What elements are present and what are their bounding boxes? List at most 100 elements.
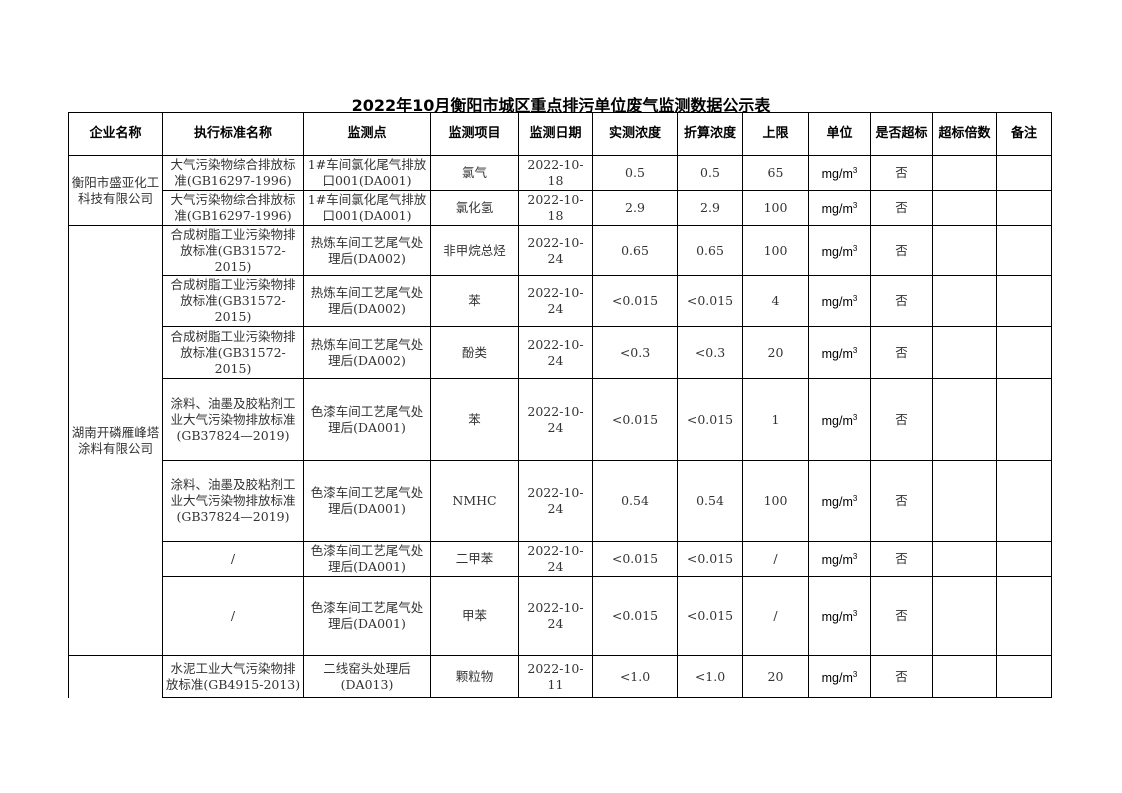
standard-cell-text: / [230, 551, 236, 566]
unit-cell: mg/m3 [808, 541, 871, 577]
monitoring-date-cell-text: 2022-10-24 [527, 543, 584, 574]
table-row: 合成树脂工业污染物排放标准(GB31572-2015) 热炼车间工艺尾气处理后(D… [69, 326, 1052, 379]
monitoring-date-cell: 2022-10-24 [518, 378, 593, 461]
monitoring-point-cell: 热炼车间工艺尾气处理后(DA002) [303, 275, 431, 327]
monitoring-date-cell-text: 2022-10-24 [527, 485, 584, 516]
header-measured: 实测浓度 [592, 112, 678, 156]
header-times: 超标倍数 [932, 112, 997, 156]
unit-base: mg/m [821, 553, 853, 568]
company-name-cell: 湖南开磷雁峰塔涂料有限公司 [68, 225, 163, 656]
measured-concentration-cell-text: <0.015 [611, 608, 659, 623]
monitoring-item-cell: 二甲苯 [430, 541, 519, 577]
note-cell [996, 326, 1052, 379]
converted-concentration-cell: <0.015 [677, 275, 743, 327]
exceed-cell: 否 [870, 460, 933, 542]
monitoring-point-cell-text: 1#车间氯化尾气排放口001(DA001) [307, 192, 427, 223]
header-date: 监测日期 [518, 112, 593, 156]
standard-cell: 涂料、油墨及胶粘剂工业大气污染物排放标准(GB37824—2019) [162, 460, 304, 542]
header-limit: 上限 [742, 112, 809, 156]
exceed-times-cell [932, 576, 997, 656]
standard-cell: 合成树脂工业污染物排放标准(GB31572-2015) [162, 326, 304, 379]
unit-exponent: 3 [852, 494, 858, 504]
exceed-cell-text: 否 [895, 551, 908, 566]
exceed-cell-text: 否 [895, 344, 908, 360]
exceed-cell-text: 否 [895, 242, 908, 258]
standard-cell-text: 涂料、油墨及胶粘剂工业大气污染物排放标准(GB37824—2019) [170, 477, 296, 524]
monitoring-point-cell: 热炼车间工艺尾气处理后(DA002) [303, 225, 431, 276]
monitoring-date-cell-text: 2022-10-18 [527, 192, 584, 223]
exceed-cell: 否 [870, 326, 933, 379]
monitoring-date-cell: 2022-10-24 [518, 326, 593, 379]
monitoring-item-cell-text: 氯化氢 [455, 200, 494, 215]
monitoring-point-cell: 色漆车间工艺尾气处理后(DA001) [303, 576, 431, 656]
unit-cell: mg/m3 [808, 275, 871, 327]
table-row: 涂料、油墨及胶粘剂工业大气污染物排放标准(GB37824—2019) 色漆车间工艺… [69, 378, 1052, 461]
converted-concentration-cell: <0.015 [677, 378, 743, 461]
converted-concentration-cell-text: <0.015 [686, 551, 734, 566]
unit-cell: mg/m3 [808, 155, 871, 191]
measured-concentration-cell: 0.65 [592, 225, 678, 276]
exceed-cell-text: 否 [895, 493, 908, 508]
monitoring-item-cell-text: 苯 [468, 411, 481, 427]
monitoring-item-cell-text: 氯气 [461, 165, 487, 180]
limit-cell: 65 [742, 155, 809, 191]
exceed-cell: 否 [870, 225, 933, 276]
standard-cell-text: 大气污染物综合排放标准(GB16297-1996) [170, 192, 296, 223]
note-cell [996, 541, 1052, 577]
measured-concentration-cell: <0.015 [592, 275, 678, 327]
header-company: 企业名称 [68, 112, 163, 156]
converted-concentration-cell-text: <1.0 [694, 668, 726, 684]
table-row: 湖南开磷雁峰塔涂料有限公司 合成树脂工业污染物排放标准(GB31572-2015)… [68, 225, 1052, 656]
header-item: 监测项目 [430, 112, 519, 156]
monitoring-item-cell-text: 甲苯 [461, 608, 487, 623]
unit-cell: mg/m3 [808, 326, 871, 379]
monitoring-date-cell: 2022-10-18 [518, 190, 593, 226]
monitoring-point-cell-text: 热炼车间工艺尾气处理后(DA002) [310, 285, 424, 316]
converted-concentration-cell: <1.0 [677, 655, 743, 698]
monitoring-date-cell: 2022-10-24 [518, 460, 593, 542]
limit-cell-text: 100 [763, 493, 788, 508]
measured-concentration-cell-text: 0.5 [625, 165, 645, 180]
monitoring-item-cell: 苯 [430, 275, 519, 327]
note-cell [996, 460, 1052, 542]
exceed-times-cell [932, 155, 997, 191]
header-point: 监测点 [303, 112, 431, 156]
unit-exponent: 3 [852, 552, 858, 562]
unit-base: mg/m [821, 295, 853, 310]
company-name-cell [68, 655, 163, 698]
monitoring-date-cell-text: 2022-10-24 [527, 600, 584, 631]
unit-exponent: 3 [852, 609, 858, 619]
monitoring-date-cell-text: 2022-10-24 [527, 403, 584, 435]
monitoring-date-cell: 2022-10-24 [518, 541, 593, 577]
measured-concentration-cell: <0.015 [592, 541, 678, 577]
limit-cell-text: 1 [771, 411, 780, 427]
measured-concentration-cell-text: <0.015 [611, 293, 659, 308]
unit-cell: mg/m3 [808, 460, 871, 542]
limit-cell: 100 [742, 460, 809, 542]
unit-base: mg/m [821, 202, 853, 217]
standard-cell-text: 涂料、油墨及胶粘剂工业大气污染物排放标准(GB37824—2019) [170, 395, 296, 443]
exceed-cell: 否 [870, 275, 933, 327]
monitoring-point-cell-text: 二线窑头处理后(DA013) [323, 660, 411, 692]
converted-concentration-cell: <0.015 [677, 576, 743, 656]
limit-cell: 100 [742, 190, 809, 226]
measured-concentration-cell: <1.0 [592, 655, 678, 698]
measured-concentration-cell: 2.9 [592, 190, 678, 226]
monitoring-item-cell: 氯化氢 [430, 190, 519, 226]
measured-concentration-cell-text: <0.3 [619, 344, 651, 360]
unit-base: mg/m [821, 610, 853, 625]
converted-concentration-cell-text: <0.3 [694, 344, 726, 360]
standard-cell-text: 水泥工业大气污染物排放标准(GB4915-2013) [165, 660, 301, 692]
measured-concentration-cell-text: <0.015 [611, 411, 659, 427]
unit-cell: mg/m3 [808, 655, 871, 698]
monitoring-item-cell-text: 非甲烷总烃 [443, 242, 506, 258]
header-exceed: 是否超标 [870, 112, 933, 156]
exceed-cell: 否 [870, 378, 933, 461]
monitoring-point-cell-text: 1#车间氯化尾气排放口001(DA001) [307, 157, 427, 188]
monitoring-item-cell: 酚类 [430, 326, 519, 379]
monitoring-item-cell: 甲苯 [430, 576, 519, 656]
note-cell [996, 655, 1052, 698]
converted-concentration-cell-text: <0.015 [686, 293, 734, 308]
note-cell [996, 225, 1052, 276]
limit-cell-text: 100 [763, 242, 788, 258]
